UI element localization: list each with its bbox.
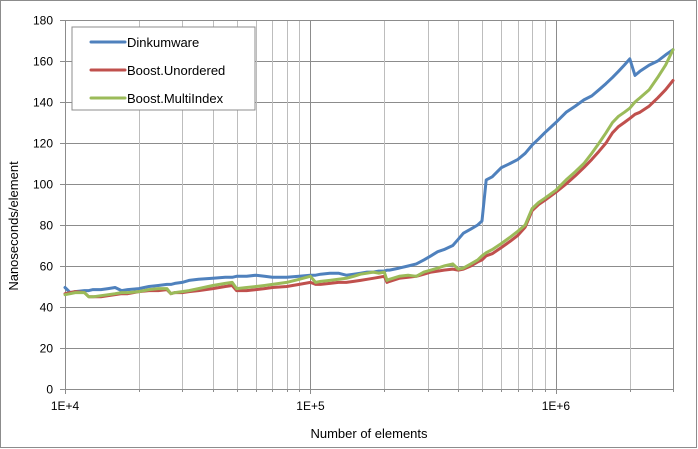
y-tick-label: 0: [46, 383, 53, 397]
y-tick-label: 140: [33, 96, 53, 110]
y-tick-label: 180: [33, 14, 53, 28]
x-tick-label: 1E+4: [51, 399, 80, 413]
legend-label: Boost.Unordered: [127, 63, 225, 78]
series-lines: [63, 48, 675, 299]
series-line-2: [63, 79, 675, 299]
y-tick-label: 100: [33, 178, 53, 192]
legend-label: Dinkumware: [127, 35, 199, 50]
y-tick-label: 80: [40, 219, 54, 233]
y-tick-label: 60: [40, 260, 54, 274]
x-tick-label: 1E+6: [542, 399, 571, 413]
plot-area-border: [65, 20, 674, 390]
y-axis-title: Nanoseconds/element: [6, 161, 21, 291]
y-tick-label: 160: [33, 55, 53, 69]
x-tick-label: 1E+5: [296, 399, 325, 413]
y-tick-label: 20: [40, 342, 54, 356]
series-line-3: [63, 48, 675, 299]
x-axis-title: Number of elements: [310, 426, 428, 441]
y-tick-label: 40: [40, 301, 54, 315]
y-tick-label: 120: [33, 137, 53, 151]
legend: Dinkumware Boost.Unordered Boost.MultiInde…: [71, 26, 256, 111]
legend-label: Boost.MultiIndex: [127, 91, 224, 106]
axes: 0 20 40 60 80 100 120 140 160 180 1E+4 1E+5 1E+6: [33, 14, 674, 413]
